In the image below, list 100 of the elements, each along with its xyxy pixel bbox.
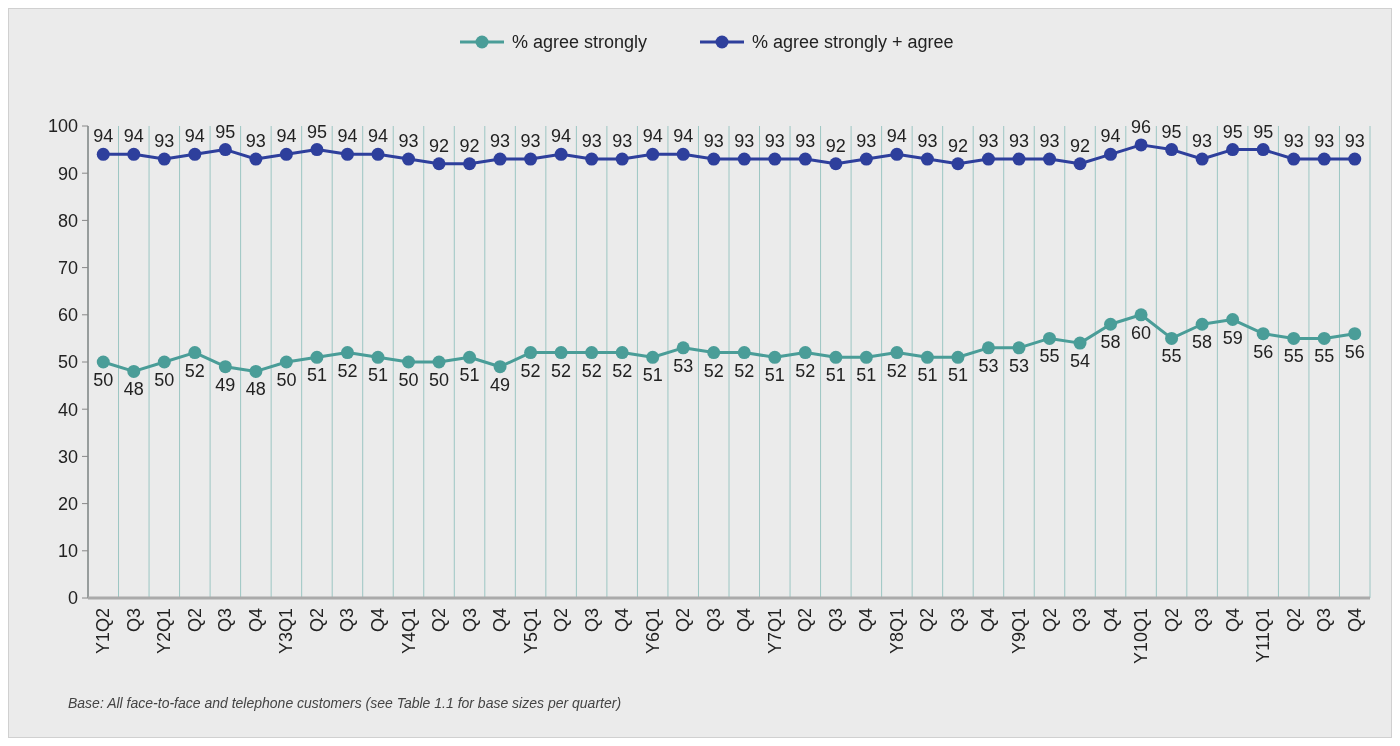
point (218, 143, 232, 157)
data-label: 52 (551, 360, 572, 381)
point (340, 147, 354, 161)
text: Base: All face-to-face and telephone customers (see Table 1.1 for base sizes per quarter) (68, 695, 622, 711)
x-tick-label: Q4 (856, 608, 877, 633)
x-tick-label: Q2 (1283, 608, 1304, 633)
legend-label: % agree strongly + agree (752, 32, 954, 53)
data-label: 94 (337, 126, 358, 147)
y-tick-label: 100 (47, 116, 78, 137)
y-tick-label: 60 (57, 305, 78, 326)
point (218, 360, 232, 374)
x-tick-label: Q4 (734, 608, 755, 633)
point (615, 346, 629, 360)
point (1348, 327, 1362, 341)
point (1043, 331, 1056, 345)
data-label: 53 (673, 355, 694, 376)
x-tick-label: Q2 (306, 608, 327, 633)
data-label: 58 (1100, 332, 1121, 353)
data-label: 52 (581, 360, 602, 381)
x-tick-label: Q3 (947, 608, 968, 633)
data-label: 95 (306, 121, 327, 142)
data-label: 52 (612, 360, 633, 381)
data-label: 92 (947, 135, 968, 156)
data-label: 55 (1283, 346, 1304, 367)
x-tick-label: Q3 (337, 608, 358, 633)
data-label: 95 (215, 121, 236, 142)
point (1073, 336, 1087, 350)
data-label: 53 (978, 355, 999, 376)
point (371, 147, 385, 161)
point (96, 355, 110, 369)
x-tick-label: Q3 (1070, 608, 1091, 633)
data-label: 93 (795, 131, 816, 152)
data-label: 52 (337, 360, 358, 381)
data-label: 93 (734, 131, 755, 152)
point (371, 350, 385, 364)
data-label: 51 (459, 365, 480, 386)
point (524, 152, 538, 166)
data-label: 93 (490, 131, 511, 152)
legend-label: % agree strongly (512, 32, 648, 53)
point (890, 346, 904, 360)
x-tick-label: Q2 (429, 608, 450, 633)
point (1226, 143, 1240, 157)
data-label: 52 (886, 360, 907, 381)
data-label: 51 (642, 365, 663, 386)
point (1012, 152, 1026, 166)
point (890, 147, 904, 161)
x-tick-label: Q4 (245, 608, 266, 633)
y-tick-label: 40 (57, 399, 78, 420)
point (1165, 143, 1179, 157)
point (1287, 331, 1301, 345)
point (951, 157, 965, 171)
data-label: 94 (673, 126, 694, 147)
data-label: 56 (1253, 341, 1274, 362)
data-label: 48 (245, 379, 266, 400)
point (707, 346, 721, 360)
data-label: 48 (123, 379, 144, 400)
point (493, 152, 507, 166)
data-label: 95 (1161, 121, 1182, 142)
x-tick-label: Y9Q1 (1008, 608, 1029, 655)
point (615, 152, 629, 166)
data-label: 52 (184, 360, 205, 381)
point (310, 143, 324, 157)
x-tick-label: Q2 (551, 608, 572, 633)
x-tick-label: Y8Q1 (886, 608, 907, 655)
data-label: 93 (245, 131, 266, 152)
point (1317, 152, 1331, 166)
point (1287, 152, 1301, 166)
point (524, 346, 538, 360)
data-label: 51 (367, 365, 388, 386)
data-label: 55 (1314, 346, 1335, 367)
data-label: 55 (1039, 346, 1060, 367)
point (1165, 331, 1179, 345)
point (859, 152, 873, 166)
point (646, 147, 660, 161)
point (310, 350, 324, 364)
data-label: 92 (825, 135, 846, 156)
data-label: 93 (703, 131, 724, 152)
data-label: 52 (734, 360, 755, 381)
point (920, 152, 934, 166)
x-tick-label: Q4 (978, 608, 999, 633)
data-label: 51 (825, 365, 846, 386)
point (1043, 152, 1056, 166)
point (676, 341, 690, 355)
point (463, 350, 477, 364)
y-tick-label: 20 (57, 493, 78, 514)
x-tick-label: Y5Q1 (520, 608, 541, 655)
x-tick-label: Q3 (215, 608, 236, 633)
data-label: 52 (520, 360, 541, 381)
data-label: 94 (1100, 126, 1121, 147)
point (127, 147, 141, 161)
point (981, 152, 995, 166)
point (432, 355, 446, 369)
data-label: 94 (886, 126, 907, 147)
x-tick-label: Q3 (581, 608, 602, 633)
data-label: 93 (154, 131, 175, 152)
point (768, 350, 782, 364)
y-tick-label: 90 (57, 163, 78, 184)
data-label: 51 (764, 365, 785, 386)
data-label: 52 (795, 360, 816, 381)
x-tick-label: Q3 (1314, 608, 1335, 633)
